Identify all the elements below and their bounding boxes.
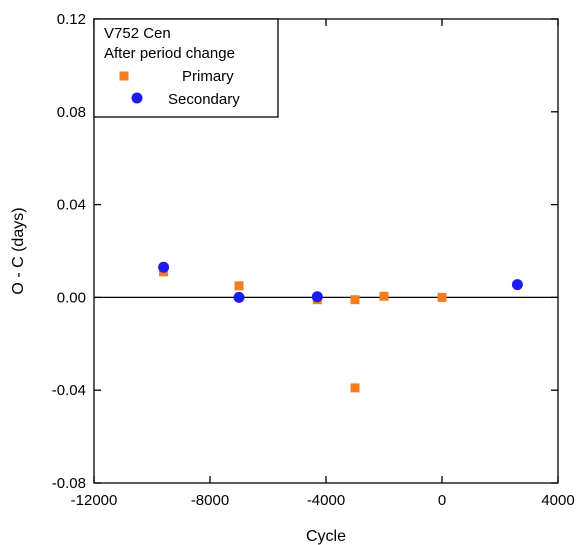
x-tick-label: 4000	[541, 492, 574, 509]
y-tick-label: 0.04	[57, 197, 86, 214]
y-tick-label: 0.00	[57, 289, 86, 306]
y-tick-label: 0.12	[57, 11, 86, 28]
legend-label-secondary: Secondary	[168, 91, 240, 108]
secondary-point	[233, 291, 245, 303]
primary-point	[350, 383, 360, 393]
primary-point	[379, 291, 389, 301]
primary-point	[437, 292, 447, 302]
secondary-point	[511, 279, 523, 291]
x-tick-label: -4000	[307, 492, 345, 509]
y-tick-label: -0.04	[52, 382, 86, 399]
primary-point	[234, 281, 244, 291]
secondary-point	[158, 261, 170, 273]
data-points	[158, 261, 523, 393]
x-axis-title: Cycle	[306, 528, 346, 545]
legend-marker-secondary	[131, 92, 143, 104]
legend-title-line-2: After period change	[104, 45, 235, 62]
primary-point	[350, 295, 360, 305]
x-tick-label: -12000	[71, 492, 118, 509]
legend-box	[93, 18, 279, 118]
legend-marker-primary	[119, 71, 129, 81]
tick-labels: -12000 -8000 -4000 0 4000 -0.08 -0.04 0.00 0.04 0…	[52, 11, 575, 509]
secondary-point	[311, 291, 323, 303]
y-tick-label: 0.08	[57, 104, 86, 121]
legend: V752 Cen After period change Primary Sec…	[93, 18, 279, 118]
legend-title-line-1: V752 Cen	[104, 25, 171, 42]
legend-label-primary: Primary	[182, 68, 234, 85]
x-tick-label: -8000	[191, 492, 229, 509]
y-tick-label: -0.08	[52, 475, 86, 492]
x-tick-label: 0	[438, 492, 446, 509]
y-axis-title: O - C (days)	[10, 207, 27, 294]
